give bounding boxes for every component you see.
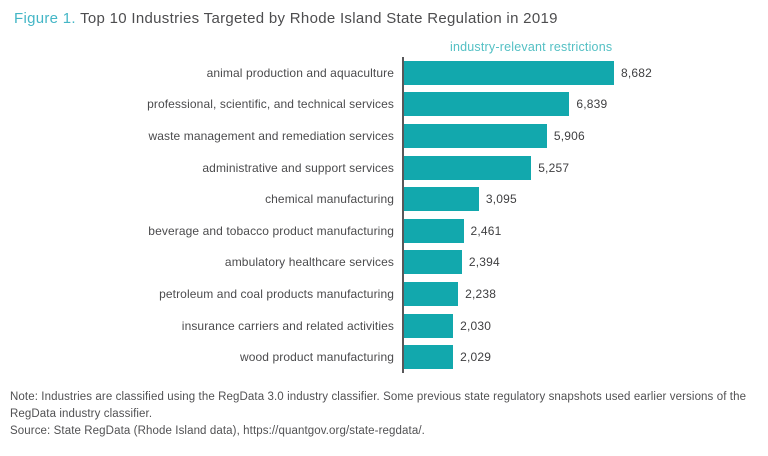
value-label: 2,238 [465,286,497,301]
bar [404,155,532,180]
bar [404,250,462,275]
value-label: 2,394 [468,255,500,270]
category-label: insurance carriers and related activitie… [181,318,394,333]
bar [404,313,454,338]
category-label: petroleum and coal products manufacturin… [159,286,394,301]
bar-row: 3,095 [404,183,760,215]
figure-number-label: Figure 1. [14,10,76,27]
footnotes: Note: Industries are classified using th… [10,389,760,440]
bar [404,123,547,148]
value-label: 2,030 [460,318,492,333]
figure-title-text: Top 10 Industries Targeted by Rhode Isla… [80,10,558,27]
bar-row: 8,682 [404,57,760,89]
bar-row: 6,839 [404,89,760,121]
category-label: chemical manufacturing [265,192,394,207]
category-labels: animal production and aquaculture profess… [8,57,402,373]
category-label: beverage and tobacco product manufacturi… [148,223,394,238]
value-label: 5,906 [553,128,585,143]
category-label: professional, scientific, and technical … [147,97,394,112]
value-label: 6,839 [576,97,608,112]
bar-row: 5,906 [404,120,760,152]
value-label: 2,029 [460,350,492,365]
category-label: ambulatory healthcare services [224,255,394,270]
bar-row: 2,030 [404,310,760,342]
source-text: Source: State RegData (Rhode Island data… [10,424,425,437]
bar [404,345,454,370]
value-label: 3,095 [485,192,517,207]
value-label: 2,461 [470,223,502,238]
category-label: wood product manufacturing [239,350,394,365]
category-label: waste management and remediation service… [148,128,394,143]
category-label: animal production and aquaculture [206,65,394,80]
category-label: administrative and support services [202,160,394,175]
page-title: Figure 1. Top 10 Industries Targeted by … [14,10,760,27]
value-label: 8,682 [621,65,653,80]
bar [404,92,570,117]
series-legend-label: industry-relevant restrictions [450,40,613,54]
bar [404,281,459,306]
note-text: Note: Industries are classified using th… [10,390,747,420]
bar-row: 2,461 [404,215,760,247]
bar-row: 2,238 [404,278,760,310]
bar [404,187,479,212]
bar [404,60,614,85]
plot-area: 8,682 6,839 5,906 5,257 3,095 2,461 2,394 2,238… [402,57,760,373]
bar-row: 2,029 [404,341,760,373]
value-label: 5,257 [538,160,570,175]
bar [404,218,464,243]
bar-chart: animal production and aquaculture profess… [8,57,760,373]
bar-row: 5,257 [404,152,760,184]
bar-row: 2,394 [404,247,760,279]
